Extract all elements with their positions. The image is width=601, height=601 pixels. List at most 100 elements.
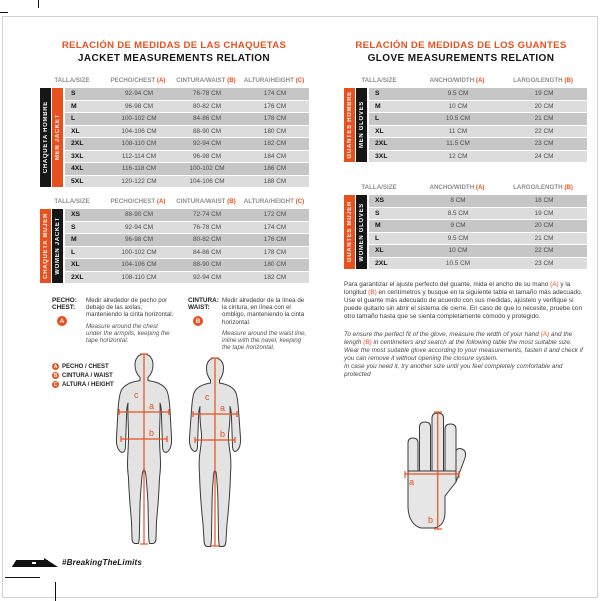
chest-text-es: Medir alrededor de pecho por debajo de l… <box>86 297 174 319</box>
table-row: XL 104-106 CM 88-90 CM 180 CM <box>65 259 309 271</box>
chest-term-es: PECHO: <box>52 297 77 304</box>
header-waist: CINTURA/WAIST (B) <box>176 76 236 84</box>
men-gloves-table: TALLA/SIZE ANCHO/WIDTH (A) LARGO/LENGTH … <box>344 74 587 162</box>
waist-text-es: Medir alrededor de la línea de la cintur… <box>222 297 305 326</box>
value-cell: 112-114 CM <box>121 152 157 160</box>
waist-term-es: CINTURA: <box>188 297 219 304</box>
value-cell: 182 CM <box>263 273 287 281</box>
value-cell: 11.5 CM <box>446 140 470 148</box>
value-cell: 19 CM <box>534 90 554 98</box>
crop-mark-bottom-left-vertical <box>55 582 56 601</box>
size-cell: L <box>375 234 380 242</box>
female-measurement-lines <box>192 357 238 547</box>
chest-text-en: Measure around the chest under the armpi… <box>86 322 170 345</box>
side-label-guantes-mujer: GUANTES MUJER <box>344 195 355 269</box>
value-cell: 88-90 CM <box>192 127 222 135</box>
glove-title-en: GLOVE MEASUREMENTS RELATION <box>367 53 555 64</box>
value-cell: 178 CM <box>263 248 287 256</box>
men-jacket-rows: S 92-94 CM 76-78 CM 174 CM M 96-98 CM 80-82 CM… <box>65 88 309 187</box>
waist-badge-b: B <box>193 316 203 326</box>
women-jacket-table: TALLA/SIZE PECHO/CHEST (A) CINTURA/WAIST… <box>40 195 309 283</box>
value-cell: 22 CM <box>534 247 554 255</box>
header-chest: PECHO/CHEST (A) <box>110 197 166 205</box>
value-cell: 84-86 CM <box>192 248 222 256</box>
value-cell: 184 CM <box>263 152 287 160</box>
value-cell: 72-74 CM <box>192 211 222 219</box>
footer-logo-detail <box>32 562 36 564</box>
value-cell: 172 CM <box>263 211 287 219</box>
women-gloves-rows: XS 8 CM 18 CM S 8.5 CM 19 CM M 9 CM 20 CM L 9.5 CM… <box>369 195 587 269</box>
chest-badge-a: A <box>57 316 67 326</box>
glove-paragraph-es-2: Use el guante más adecuado de acuerdo co… <box>344 297 583 320</box>
waist-term-en: WAIST: <box>188 304 210 311</box>
size-cell: XS <box>71 211 81 219</box>
size-cell: M <box>71 236 77 244</box>
male-label-a: a <box>149 401 154 411</box>
table-row: M 10 CM 20 CM <box>369 100 587 112</box>
table-row: 2XL 108-110 CM 92-94 CM 182 CM <box>65 138 309 150</box>
female-body-diagram: c a b <box>188 357 242 547</box>
size-cell: 3XL <box>71 152 84 160</box>
value-cell: 100-102 CM <box>121 115 157 123</box>
measuring-instructions: PECHO: CHEST: A Medir alrededor de pecho… <box>52 297 310 351</box>
value-cell: 92-94 CM <box>124 90 154 98</box>
table-row: XS 88-90 CM 72-74 CM 172 CM <box>65 209 309 221</box>
table-row: L 9.5 CM 21 CM <box>369 232 587 244</box>
crop-mark-top-left-vertical <box>38 0 39 8</box>
value-cell: 176 CM <box>263 102 287 110</box>
size-cell: 3XL <box>375 152 388 160</box>
jacket-section-header: RELACIÓN DE MEDIDAS DE LAS CHAQUETAS JAC… <box>40 40 308 64</box>
value-cell: 8 CM <box>450 197 466 205</box>
value-cell: 96-98 CM <box>124 102 154 110</box>
page-border <box>2 16 598 598</box>
crop-mark-bottom-left-horizontal <box>5 577 40 578</box>
table-row: 2XL 11.5 CM 23 CM <box>369 138 587 150</box>
glove-section-header: RELACIÓN DE MEDIDAS DE LOS GUANTES GLOVE… <box>336 40 586 64</box>
header-height: ALTURA/HEIGHT (C) <box>243 76 305 84</box>
size-cell: M <box>375 102 381 110</box>
value-cell: 18 CM <box>534 197 554 205</box>
value-cell: 182 CM <box>263 140 287 148</box>
size-cell: L <box>71 115 76 123</box>
value-cell: 180 CM <box>263 127 287 135</box>
value-cell: 180 CM <box>263 261 287 269</box>
men-jacket-table: TALLA/SIZE PECHO/CHEST (A) CINTURA/WAIST… <box>40 74 309 187</box>
size-cell: S <box>375 90 380 98</box>
table-row: 4XL 116-118 CM 100-102 CM 186 CM <box>65 163 309 175</box>
value-cell: 76-78 CM <box>192 223 222 231</box>
table-row: XL 11 CM 22 CM <box>369 125 587 137</box>
footer-logo <box>11 560 49 567</box>
value-cell: 8.5 CM <box>447 209 469 217</box>
value-cell: 116-118 CM <box>121 165 157 173</box>
value-cell: 186 CM <box>263 165 287 173</box>
value-cell: 92-94 CM <box>124 223 154 231</box>
table-row: 3XL 112-114 CM 96-98 CM 184 CM <box>65 150 309 162</box>
value-cell: 174 CM <box>263 223 287 231</box>
legend-badge-a: A <box>52 363 59 370</box>
value-cell: 80-82 CM <box>192 102 222 110</box>
value-cell: 92-94 CM <box>192 273 222 281</box>
side-label-men-jacket: MEN JACKET <box>52 88 63 187</box>
value-cell: 10.5 CM <box>445 259 471 267</box>
table-row: S 8.5 CM 19 CM <box>369 207 587 219</box>
table-row: M 9 CM 20 CM <box>369 220 587 232</box>
side-label-chaqueta-hombre: CHAQUETA HOMBRE <box>40 88 51 187</box>
header-size: TALLA/SIZE <box>54 76 90 84</box>
size-cell: 5XL <box>71 177 84 185</box>
value-cell: 24 CM <box>534 152 554 160</box>
size-cell: M <box>375 222 381 230</box>
value-cell: 96-98 CM <box>124 236 154 244</box>
header-size: TALLA/SIZE <box>54 197 90 205</box>
women-gloves-table: TALLA/SIZE ANCHO/WIDTH (A) LARGO/LENGTH … <box>344 181 587 269</box>
table-row: S 9.5 CM 19 CM <box>369 88 587 100</box>
table-row: XL 10 CM 22 CM <box>369 245 587 257</box>
male-body-diagram: c a b <box>115 353 173 545</box>
value-cell: 10.5 CM <box>445 115 471 123</box>
table-row: M 96-98 CM 80-82 CM 176 CM <box>65 100 309 112</box>
size-cell: S <box>375 209 380 217</box>
footer-logo-tip <box>44 558 58 567</box>
value-cell: 188 CM <box>263 177 287 185</box>
table-row: XS 8 CM 18 CM <box>369 195 587 207</box>
header-height: ALTURA/HEIGHT (C) <box>243 197 305 205</box>
crop-mark-top-left-horizontal <box>0 12 8 13</box>
